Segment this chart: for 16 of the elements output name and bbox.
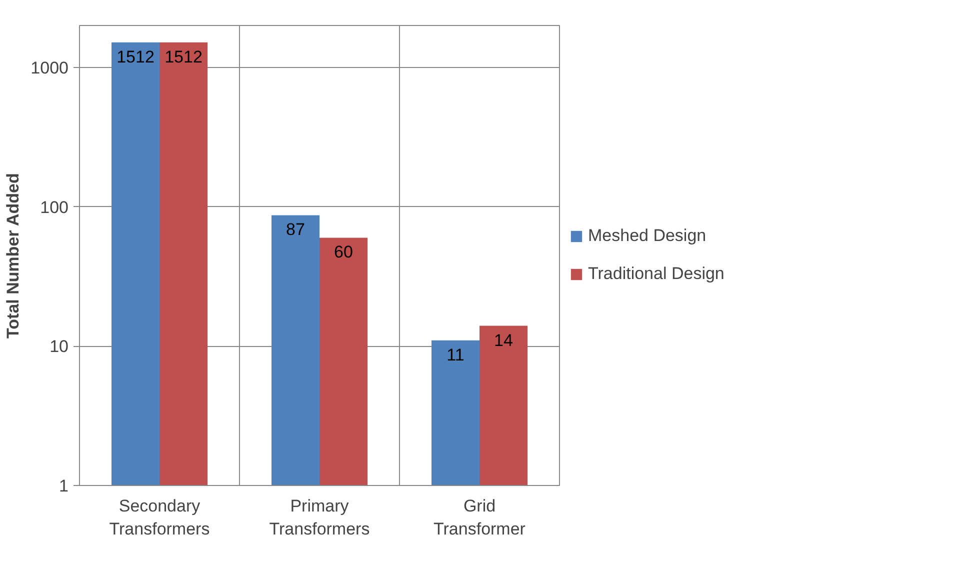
x-tick-label: Primary Transformers [269, 496, 370, 538]
y-tick-label: 1 [59, 476, 69, 496]
legend-label: Meshed Design [588, 226, 706, 246]
y-axis-title: Total Number Added [4, 173, 23, 338]
y-tick-label: 10 [50, 337, 69, 356]
y-tick-label: 1000 [30, 58, 69, 78]
data-label: 1512 [116, 47, 154, 66]
data-label: 60 [334, 242, 353, 262]
data-label: 11 [446, 345, 464, 364]
data-label: 87 [286, 220, 305, 240]
legend-label: Traditional Design [588, 264, 724, 284]
y-tick-label: 100 [40, 198, 69, 217]
data-label: 14 [494, 330, 513, 350]
x-tick-label: Grid Transformer [434, 496, 526, 538]
data-label: 1512 [164, 47, 202, 66]
x-tick-label: Secondary Transformers [109, 496, 210, 538]
